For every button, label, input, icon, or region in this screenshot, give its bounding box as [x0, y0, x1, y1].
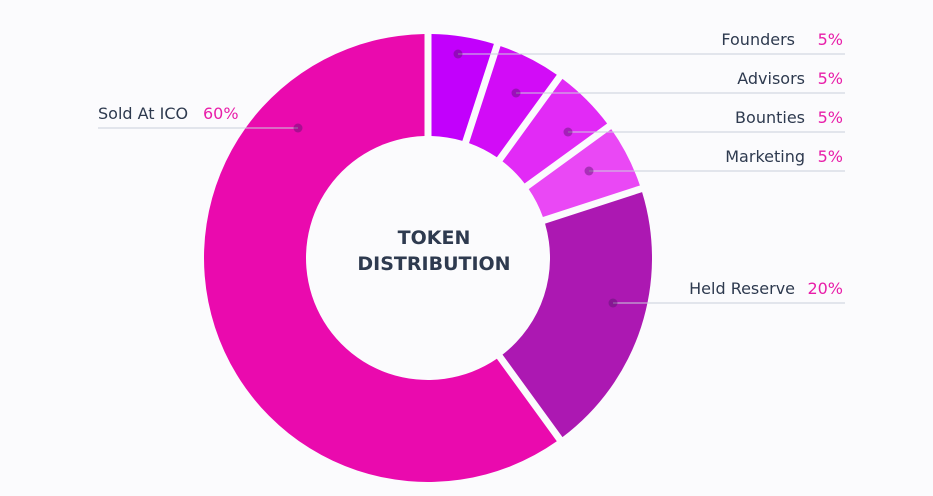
slice-label-bounties: Bounties: [735, 108, 805, 127]
slice-value-founders: 5%: [818, 30, 843, 49]
slice-value-advisors: 5%: [818, 69, 843, 88]
callout-dot-held-reserve: [608, 298, 618, 308]
slice-value-held-reserve: 20%: [807, 279, 843, 298]
slice-label-held-reserve: Held Reserve: [689, 279, 795, 298]
slice-marketing[interactable]: [528, 129, 640, 217]
callout-dot-bounties: [563, 127, 573, 137]
slice-label-advisors: Advisors: [737, 69, 805, 88]
callout-dot-marketing: [584, 166, 594, 176]
slice-label-marketing: Marketing: [725, 147, 805, 166]
callout-dot-founders: [453, 49, 463, 59]
slice-held-reserve[interactable]: [502, 192, 652, 438]
slice-advisors[interactable]: [469, 46, 557, 158]
callout-dot-advisors: [511, 88, 521, 98]
callout-dot-sold-at-ico: [293, 123, 303, 133]
slice-bounties[interactable]: [502, 78, 608, 184]
slice-founders[interactable]: [431, 34, 494, 141]
center-title-line-2: DISTRIBUTION: [357, 253, 510, 275]
slice-sold-at-ico[interactable]: [204, 34, 557, 482]
slice-value-bounties: 5%: [818, 108, 843, 127]
slice-label-sold-at-ico: Sold At ICO: [98, 104, 188, 123]
donut-slices: [204, 34, 652, 482]
slice-value-sold-at-ico: 60%: [203, 104, 239, 123]
slice-value-marketing: 5%: [818, 147, 843, 166]
center-title-line-1: TOKEN: [398, 227, 471, 249]
slice-callouts: Founders 5% Advisors 5% Bounties 5% Marketing 5…: [98, 30, 845, 308]
slice-label-founders: Founders: [721, 30, 795, 49]
